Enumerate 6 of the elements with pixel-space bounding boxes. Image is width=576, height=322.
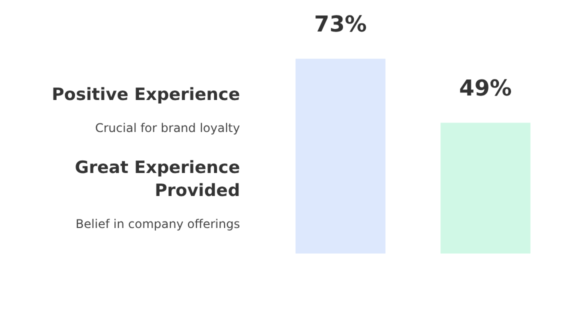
text: Crucial for brand loyalty — [94, 121, 240, 135]
text: Great Experience Provided — [74, 157, 240, 203]
data-label: 73% — [314, 12, 367, 38]
text: Positive Experience — [50, 84, 240, 107]
text: Belief in company offerings — [74, 217, 240, 231]
data-label: 49% — [459, 76, 512, 102]
